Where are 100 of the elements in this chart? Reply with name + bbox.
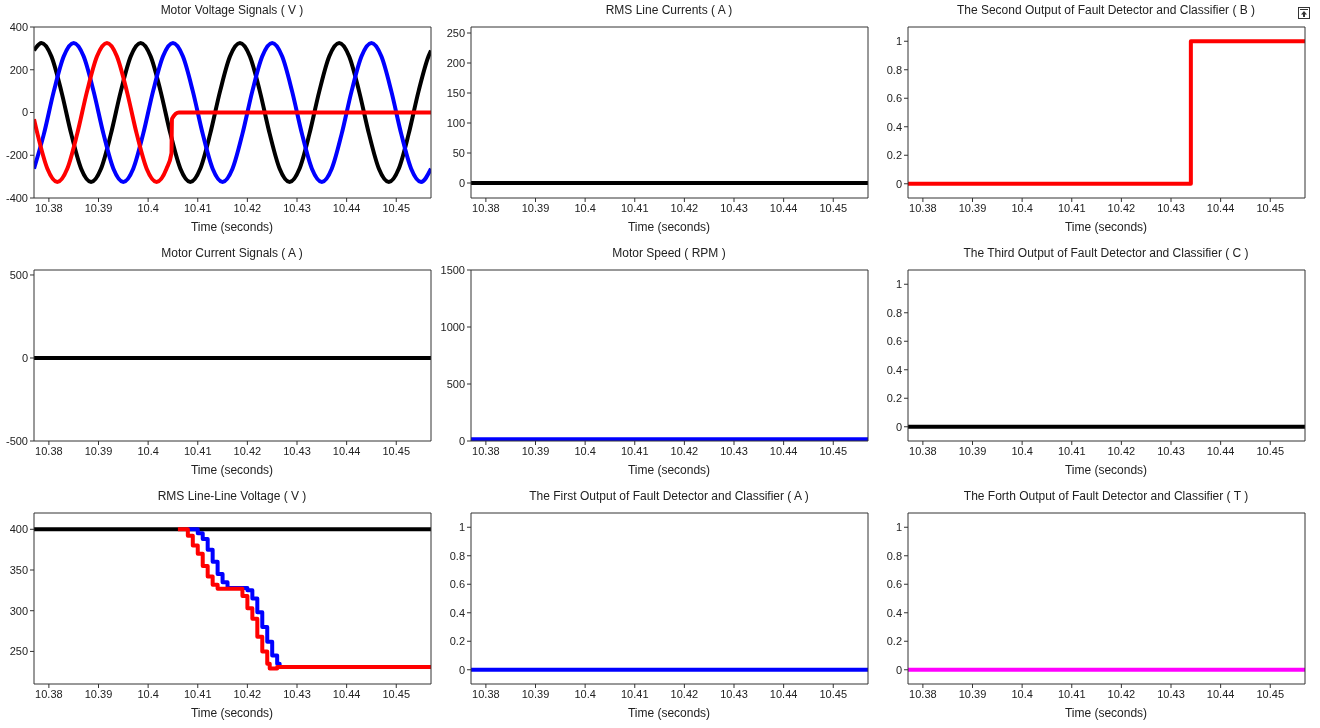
x-axis-title: Time (seconds) bbox=[626, 220, 712, 236]
x-tick-label: 10.4 bbox=[137, 444, 159, 457]
y-tick-label: -500 bbox=[5, 434, 28, 447]
y-tick-label: 0 bbox=[895, 177, 902, 190]
x-tick-label: 10.42 bbox=[233, 201, 262, 214]
x-tick-label: 10.39 bbox=[958, 687, 987, 700]
chart-title: The Second Output of Fault Detector and Classifier ( B ) bbox=[955, 2, 1257, 19]
y-tick-label: 0.6 bbox=[886, 92, 902, 105]
chart-title: Motor Current Signals ( A ) bbox=[160, 245, 304, 262]
y-tick-label: 0 bbox=[895, 420, 902, 433]
y-tick-label: 0.4 bbox=[886, 606, 902, 619]
x-tick-label: 10.39 bbox=[84, 444, 113, 457]
x-tick-label: 10.38 bbox=[472, 444, 500, 457]
chart-title: The First Output of Fault Detector and Classifier ( A ) bbox=[528, 488, 810, 505]
x-axis-title: Time (seconds) bbox=[626, 463, 712, 479]
x-tick-label: 10.41 bbox=[621, 201, 649, 214]
y-tick-label: 250 bbox=[9, 645, 28, 658]
y-tick-label: 0.2 bbox=[886, 392, 902, 405]
y-tick-label: 500 bbox=[446, 377, 465, 390]
y-tick-label: 400 bbox=[9, 20, 28, 33]
x-tick-label: 10.43 bbox=[1157, 687, 1185, 700]
x-tick-label: 10.42 bbox=[1107, 201, 1136, 214]
x-tick-label: 10.42 bbox=[670, 687, 699, 700]
y-tick-label: 0.6 bbox=[886, 578, 902, 591]
x-tick-label: 10.41 bbox=[184, 201, 212, 214]
x-axis-title: Time (seconds) bbox=[189, 220, 275, 236]
y-tick-label: 0 bbox=[458, 434, 465, 447]
y-tick-label: 0.6 bbox=[886, 335, 902, 348]
y-tick-label: 350 bbox=[9, 563, 28, 576]
x-tick-label: 10.42 bbox=[1107, 687, 1136, 700]
chart-title: Motor Voltage Signals ( V ) bbox=[159, 2, 305, 19]
x-tick-label: 10.39 bbox=[521, 201, 550, 214]
chart-title: RMS Line-Line Voltage ( V ) bbox=[156, 488, 308, 505]
y-tick-label: 0.2 bbox=[449, 635, 465, 648]
x-tick-label: 10.43 bbox=[283, 444, 311, 457]
x-axis-title: Time (seconds) bbox=[1063, 706, 1149, 722]
x-tick-label: 10.41 bbox=[1058, 687, 1086, 700]
x-tick-label: 10.44 bbox=[769, 687, 798, 700]
y-tick-label: 1000 bbox=[440, 320, 465, 333]
x-tick-label: 10.38 bbox=[35, 201, 63, 214]
y-tick-label: 200 bbox=[446, 56, 465, 69]
x-tick-label: 10.4 bbox=[574, 201, 596, 214]
x-tick-label: 10.45 bbox=[819, 201, 848, 214]
x-tick-label: 10.39 bbox=[521, 444, 550, 457]
y-tick-label: 0.6 bbox=[449, 578, 465, 591]
x-tick-label: 10.4 bbox=[1011, 444, 1033, 457]
x-tick-label: 10.44 bbox=[1206, 201, 1235, 214]
x-tick-label: 10.38 bbox=[35, 444, 63, 457]
chart-title: RMS Line Currents ( A ) bbox=[604, 2, 734, 19]
chart-title: The Third Output of Fault Detector and Classifier ( C ) bbox=[962, 245, 1250, 262]
x-axis-title: Time (seconds) bbox=[1063, 463, 1149, 479]
y-tick-label: 200 bbox=[9, 63, 28, 76]
x-tick-label: 10.44 bbox=[332, 444, 361, 457]
x-tick-label: 10.42 bbox=[233, 687, 262, 700]
x-tick-label: 10.4 bbox=[137, 687, 159, 700]
x-tick-label: 10.45 bbox=[1256, 201, 1285, 214]
x-tick-label: 10.41 bbox=[1058, 201, 1086, 214]
x-axis-title: Time (seconds) bbox=[189, 463, 275, 479]
y-tick-label: 0.8 bbox=[886, 63, 902, 76]
y-tick-label: 50 bbox=[452, 146, 465, 159]
x-tick-label: 10.39 bbox=[84, 201, 113, 214]
x-tick-label: 10.4 bbox=[1011, 687, 1033, 700]
x-tick-label: 10.38 bbox=[472, 687, 500, 700]
y-tick-label: 0 bbox=[21, 351, 28, 364]
x-axis-title: Time (seconds) bbox=[189, 706, 275, 722]
y-tick-label: 1 bbox=[895, 278, 902, 291]
y-tick-label: 250 bbox=[446, 26, 465, 39]
y-tick-label: 400 bbox=[9, 523, 28, 536]
y-tick-label: 0 bbox=[458, 663, 465, 676]
y-tick-label: -400 bbox=[5, 191, 28, 204]
chart-title: The Forth Output of Fault Detector and Classifier ( T ) bbox=[962, 488, 1250, 505]
x-axis-title: Time (seconds) bbox=[1063, 220, 1149, 236]
x-tick-label: 10.41 bbox=[184, 687, 212, 700]
x-tick-label: 10.38 bbox=[472, 201, 500, 214]
y-tick-label: 0 bbox=[895, 663, 902, 676]
x-tick-label: 10.42 bbox=[670, 201, 699, 214]
y-tick-label: 1500 bbox=[440, 263, 465, 276]
x-tick-label: 10.44 bbox=[332, 201, 361, 214]
x-tick-label: 10.38 bbox=[35, 687, 63, 700]
line-series bbox=[34, 41, 431, 184]
x-axis-title: Time (seconds) bbox=[626, 706, 712, 722]
x-tick-label: 10.41 bbox=[621, 687, 649, 700]
x-tick-label: 10.45 bbox=[819, 687, 848, 700]
x-tick-label: 10.45 bbox=[1256, 444, 1285, 457]
x-tick-label: 10.44 bbox=[769, 444, 798, 457]
x-tick-label: 10.42 bbox=[1107, 444, 1136, 457]
x-tick-label: 10.42 bbox=[670, 444, 699, 457]
chart-title: Motor Speed ( RPM ) bbox=[611, 245, 727, 262]
x-tick-label: 10.38 bbox=[909, 687, 937, 700]
y-tick-label: 0.8 bbox=[886, 549, 902, 562]
x-tick-label: 10.43 bbox=[283, 201, 311, 214]
x-tick-label: 10.39 bbox=[958, 201, 987, 214]
x-tick-label: 10.41 bbox=[184, 444, 212, 457]
x-tick-label: 10.43 bbox=[720, 444, 748, 457]
x-tick-label: 10.39 bbox=[84, 687, 113, 700]
x-tick-label: 10.43 bbox=[1157, 201, 1185, 214]
x-tick-label: 10.38 bbox=[909, 201, 937, 214]
x-tick-label: 10.41 bbox=[621, 444, 649, 457]
y-tick-label: 0 bbox=[458, 176, 465, 189]
x-tick-label: 10.4 bbox=[1011, 201, 1033, 214]
